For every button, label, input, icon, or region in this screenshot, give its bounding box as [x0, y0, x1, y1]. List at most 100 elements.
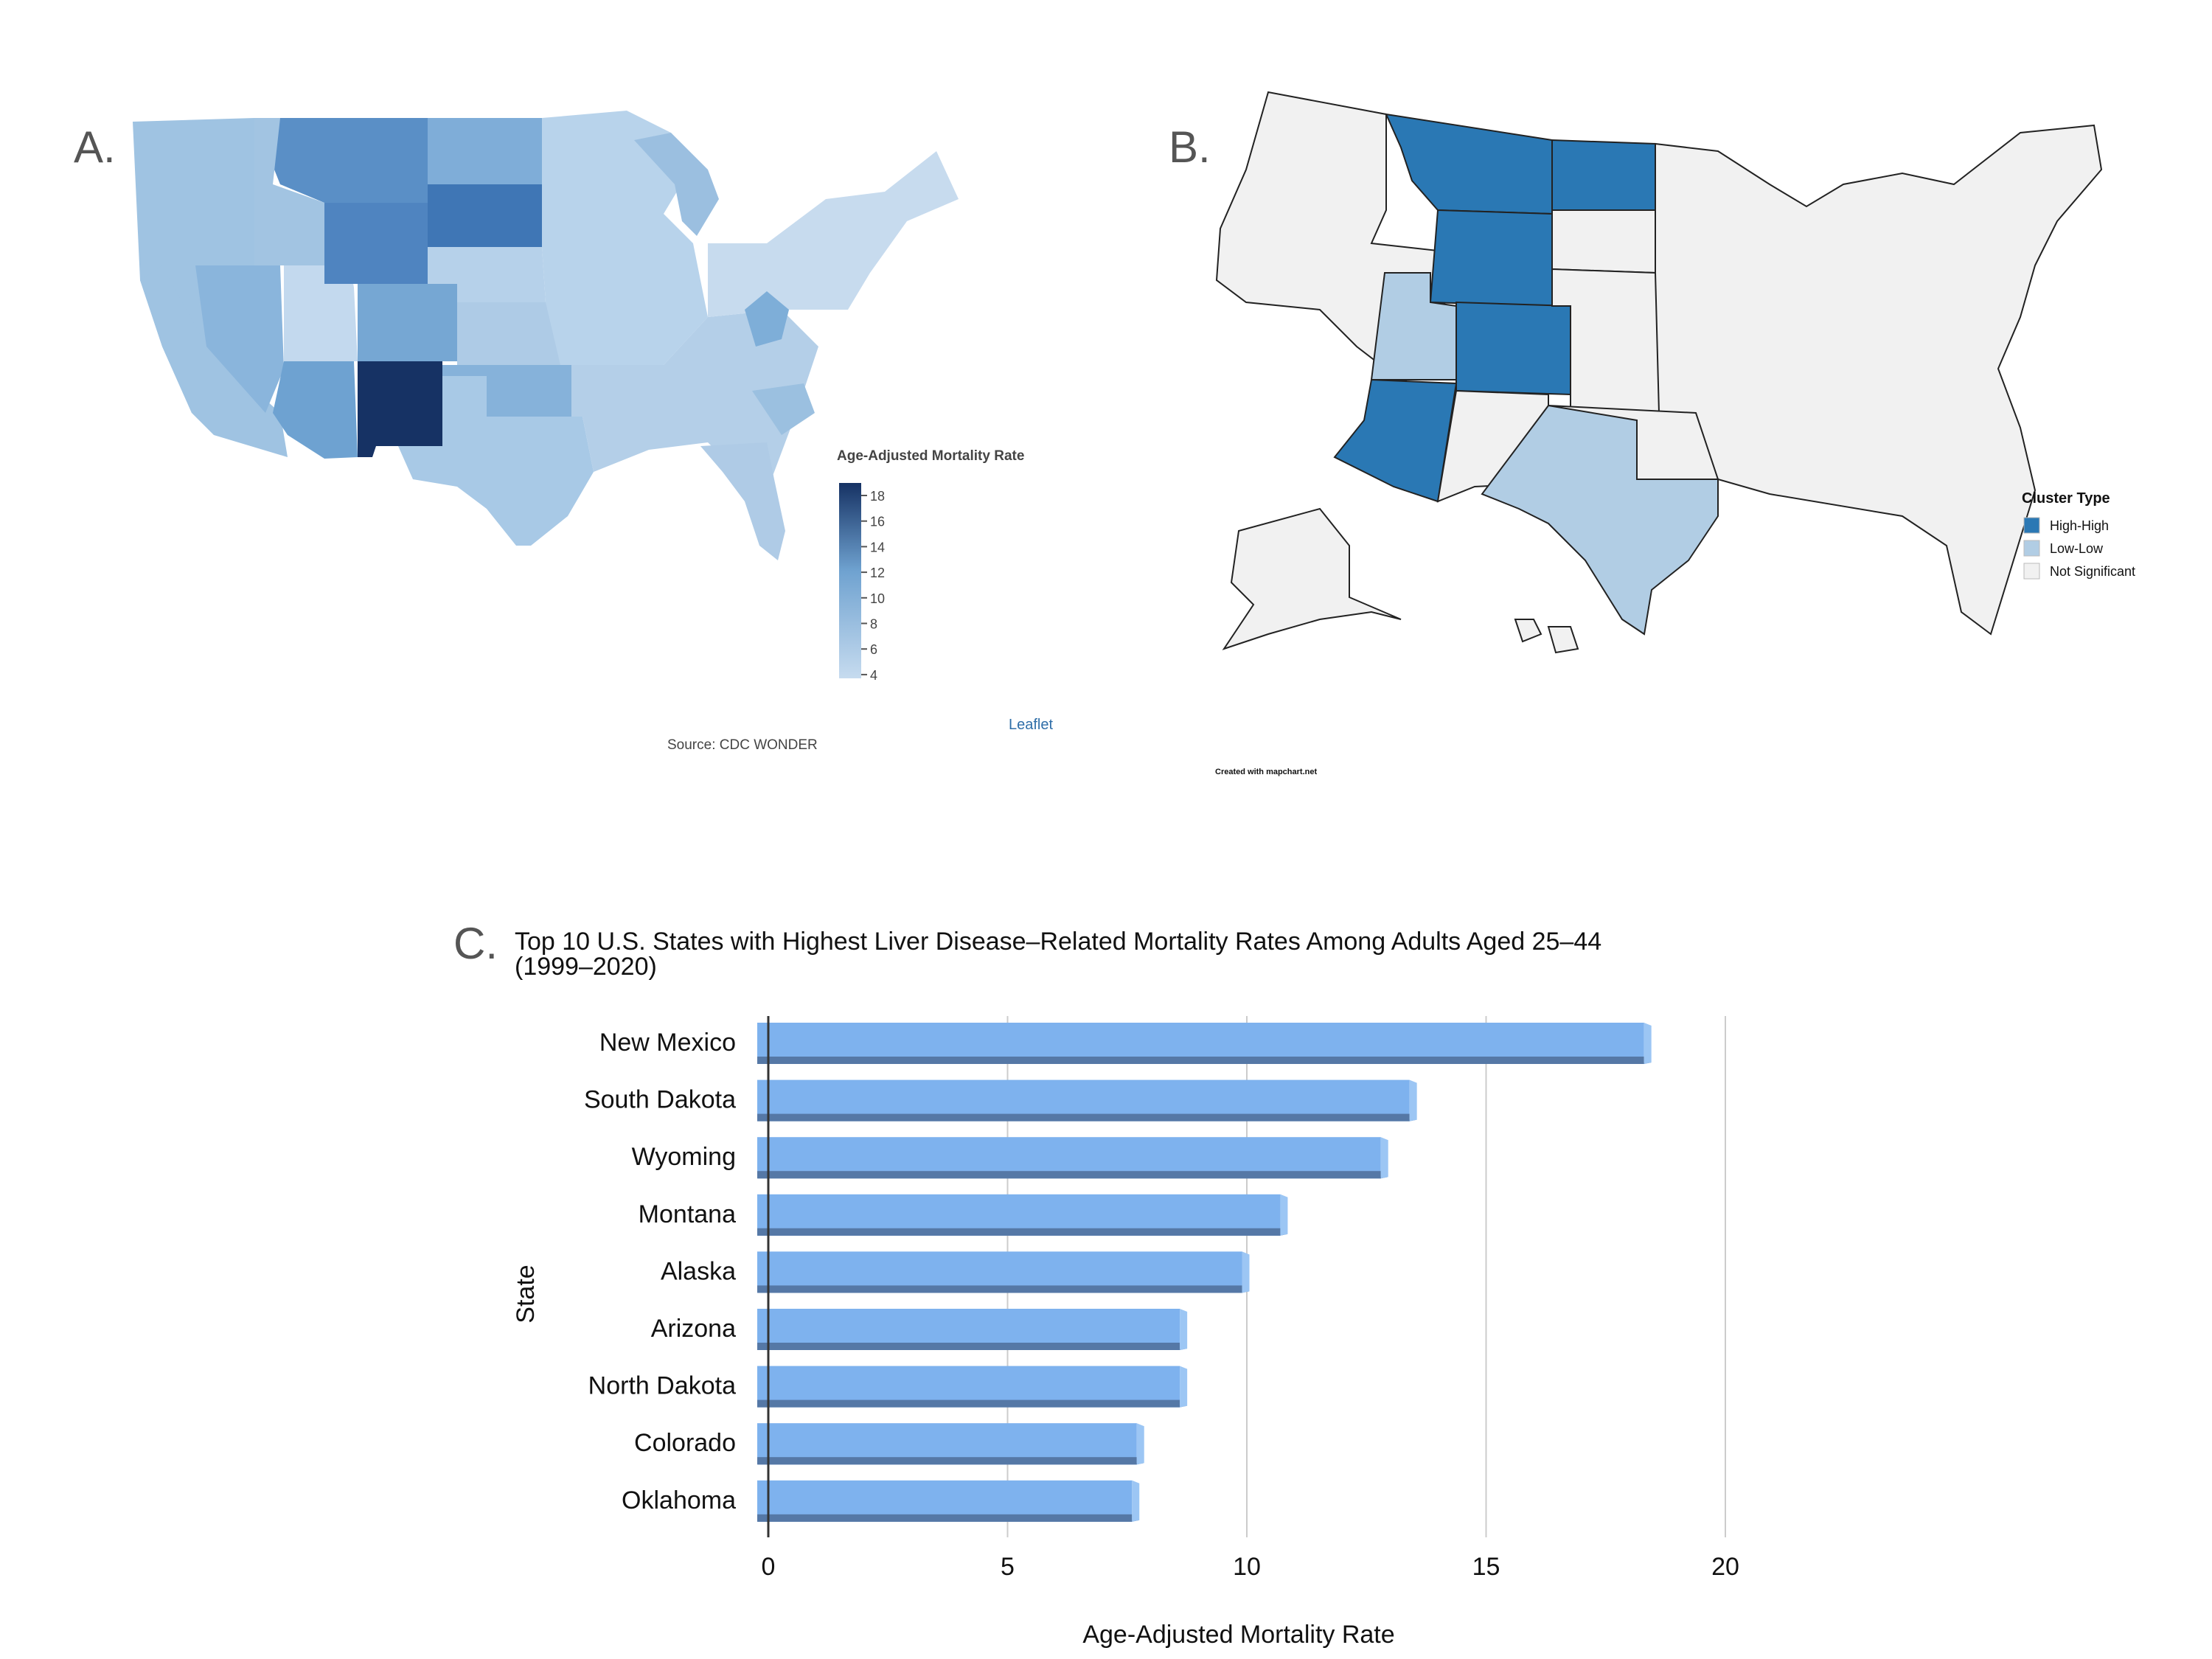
bar	[757, 1194, 1288, 1236]
state-alaska	[1222, 507, 1402, 650]
bar-end-cap	[1242, 1251, 1250, 1293]
bar	[757, 1023, 1652, 1064]
bar-bottom-edge	[757, 1343, 1180, 1350]
legend-tick-label: 16	[870, 515, 885, 529]
state-hawaii-1	[1514, 619, 1543, 643]
bar-end-cap	[1180, 1309, 1188, 1350]
bar	[757, 1480, 1140, 1522]
legend-tick-label: 12	[870, 566, 885, 580]
state-wyoming	[324, 203, 428, 284]
panel-a-letter: A.	[74, 122, 116, 172]
mapchart-credit: Created with mapchart.net	[1215, 768, 1317, 776]
category-label: Oklahoma	[622, 1486, 736, 1514]
state-south-carolina	[752, 383, 815, 435]
chart-category-labels: New Mexico South Dakota Wyoming Montana Alas…	[584, 1029, 736, 1514]
region-northeast	[708, 151, 959, 317]
bar-bottom-edge	[757, 1228, 1281, 1236]
cluster-legend-label: Not Significant	[2050, 564, 2135, 579]
category-label: Arizona	[651, 1315, 736, 1343]
chart-title-line-1: Top 10 U.S. States with Highest Liver Di…	[515, 928, 1601, 956]
state-colorado	[358, 284, 457, 361]
category-label: Wyoming	[632, 1143, 736, 1171]
panel-b-cluster-map: B. Cluster Type High-High Low-Low Not Sign…	[1169, 91, 2135, 776]
cluster-legend-title: Cluster Type	[2022, 490, 2110, 507]
x-tick-label: 5	[1001, 1553, 1015, 1581]
state-texas	[398, 376, 594, 546]
state-oklahoma	[442, 365, 571, 417]
bar	[757, 1423, 1144, 1465]
state-nevada	[195, 265, 284, 413]
chart-x-axis-label: Age-Adjusted Mortality Rate	[1082, 1621, 1394, 1649]
state-arizona	[273, 361, 358, 459]
leaflet-attribution-link[interactable]: Leaflet	[1009, 717, 1053, 733]
state-kansas	[457, 302, 560, 365]
choropleth-legend-title: Age-Adjusted Mortality Rate	[837, 448, 1024, 464]
state-hawaii-2	[1547, 626, 1579, 654]
bar	[757, 1251, 1250, 1293]
bar-bottom-edge	[757, 1113, 1410, 1121]
state-montana	[254, 118, 428, 203]
bar-bottom-edge	[757, 1457, 1137, 1465]
bar-bottom-edge	[757, 1285, 1242, 1293]
bar-bottom-edge	[757, 1514, 1133, 1522]
x-tick-label: 20	[1711, 1553, 1739, 1581]
cluster-legend-label: Low-Low	[2050, 541, 2104, 556]
state-arizona	[1333, 378, 1458, 503]
panel-a-choropleth-map: A. Age-Adjusted Mortality Rate	[74, 111, 1053, 753]
x-tick-label: 0	[762, 1553, 776, 1581]
choropleth-legend-ticks: 18 16 14 12 10 8 6 4	[861, 489, 885, 683]
us-states-choropleth	[133, 111, 959, 560]
cluster-legend-swatch	[2023, 540, 2040, 557]
legend-tick-label: 14	[870, 540, 885, 554]
chart-bars	[757, 1023, 1652, 1522]
x-tick-label: 10	[1233, 1553, 1261, 1581]
choropleth-legend-colorbar	[839, 483, 861, 678]
category-label: South Dakota	[584, 1086, 736, 1114]
state-idaho	[254, 118, 324, 265]
state-south-dakota	[428, 184, 542, 247]
bar-end-cap	[1409, 1079, 1417, 1121]
bar-bottom-edge	[757, 1171, 1381, 1179]
bar-end-cap	[1132, 1480, 1140, 1522]
chart-title-line-2: (1999–2020)	[515, 953, 657, 981]
bar-bottom-edge	[757, 1399, 1180, 1408]
bar	[757, 1137, 1388, 1179]
state-california	[140, 265, 288, 457]
legend-tick-label: 8	[870, 617, 877, 632]
state-nebraska	[428, 247, 546, 302]
legend-tick-label: 18	[870, 489, 885, 504]
bar-end-cap	[1180, 1366, 1188, 1408]
category-label: Montana	[639, 1200, 736, 1228]
category-label: North Dakota	[588, 1372, 736, 1400]
panel-c-letter: C.	[453, 919, 498, 968]
legend-tick-label: 10	[870, 591, 885, 606]
legend-tick-label: 6	[870, 642, 877, 657]
state-new-mexico	[358, 361, 442, 457]
category-label: Colorado	[634, 1429, 736, 1457]
bar-end-cap	[1380, 1137, 1388, 1179]
state-texas	[1481, 404, 1719, 636]
state-north-dakota	[428, 118, 542, 184]
state-west-virginia	[745, 291, 789, 347]
chart-x-tick-labels: 0 5 10 15 20	[762, 1553, 1739, 1581]
bar-end-cap	[1644, 1023, 1652, 1064]
bar	[757, 1309, 1188, 1350]
bar-bottom-edge	[757, 1057, 1644, 1064]
cluster-legend-swatch	[2023, 563, 2040, 580]
cluster-legend-label: High-High	[2050, 518, 2109, 533]
us-states-cluster-map	[1215, 91, 2103, 654]
bar	[757, 1079, 1417, 1121]
category-label: Alaska	[661, 1257, 736, 1285]
panel-a-source: Source: CDC WONDER	[667, 737, 818, 753]
cluster-legend-swatch	[2023, 517, 2040, 534]
bar-end-cap	[1280, 1194, 1288, 1236]
category-label: New Mexico	[599, 1029, 736, 1057]
state-utah	[284, 265, 358, 361]
panel-b-letter: B.	[1169, 122, 1211, 172]
chart-y-axis-label: State	[512, 1265, 540, 1323]
x-tick-label: 15	[1472, 1553, 1500, 1581]
bar-end-cap	[1136, 1423, 1144, 1465]
cluster-legend: High-High Low-Low Not Significant	[2023, 517, 2135, 580]
legend-tick-label: 4	[870, 668, 877, 683]
bar	[757, 1366, 1188, 1408]
